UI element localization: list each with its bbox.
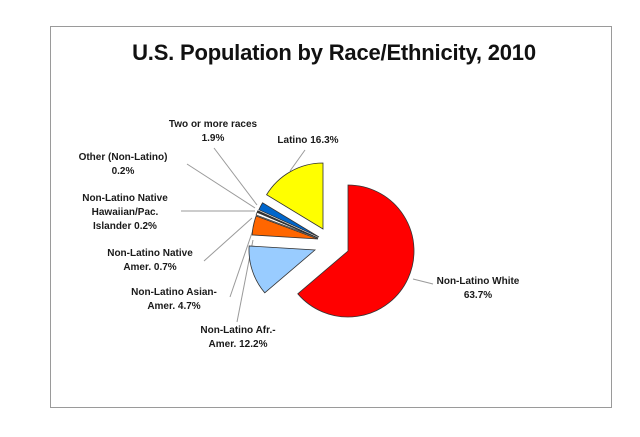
leader-line-non-latino-white — [412, 278, 434, 285]
label-non-latino-afr-amer: Non-Latino Afr.-Amer. 12.2% — [200, 325, 275, 350]
leader-line-other-non-latino — [186, 163, 256, 209]
slice-non-latino-afr-amer — [248, 245, 317, 294]
label-non-latino-asian-amer: Non-Latino Asian-Amer. 4.7% — [131, 287, 217, 312]
slice-non-latino-white — [297, 184, 415, 318]
leader-line-non-latino-native-amer — [203, 217, 253, 262]
slice-two-or-more-races — [258, 202, 320, 238]
slice-other-non-latino — [257, 210, 319, 239]
leader-line-latino — [289, 149, 306, 172]
label-other-non-latino: Other (Non-Latino) 0.2% — [79, 152, 168, 177]
label-latino: Latino 16.3% — [277, 135, 338, 146]
slice-latino — [266, 162, 324, 230]
label-non-latino-native-amer: Non-Latino Native Amer. 0.7% — [107, 248, 193, 273]
leader-line-non-latino-asian-amer — [229, 223, 256, 298]
label-two-or-more-races: Two or more races 1.9% — [169, 119, 258, 144]
chart-title: U.S. Population by Race/Ethnicity, 2010 — [132, 40, 536, 65]
label-non-latino-white: Non-Latino White 63.7% — [437, 276, 520, 301]
leader-line-two-or-more-races — [213, 147, 258, 206]
pie-slices — [248, 162, 415, 318]
slice-non-latino-asian-amer — [251, 215, 319, 240]
chart-frame — [50, 26, 612, 408]
label-non-latino-native-hawaiian-pac-islander: Non-Latino Native Hawaiian/Pac. Islander 0… — [82, 193, 168, 232]
slice-labels: Non-Latino White 63.7% Non-Latino Afr.-Ame… — [79, 119, 520, 350]
